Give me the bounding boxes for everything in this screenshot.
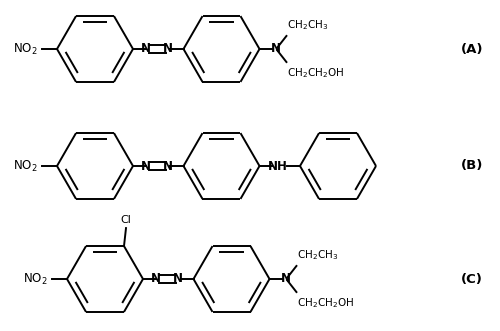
Text: NH: NH [268,160,288,172]
Text: Cl: Cl [120,215,132,225]
Text: CH$_2$CH$_2$OH: CH$_2$CH$_2$OH [287,66,344,80]
Text: N: N [173,272,183,286]
Text: NO$_2$: NO$_2$ [12,159,38,173]
Text: NO$_2$: NO$_2$ [12,41,38,57]
Text: N: N [280,272,290,286]
Text: N: N [163,42,173,56]
Text: CH$_2$CH$_2$OH: CH$_2$CH$_2$OH [297,296,354,310]
Text: N: N [163,160,173,172]
Text: N: N [141,160,151,172]
Text: (A): (A) [461,42,483,56]
Text: (B): (B) [461,160,483,172]
Text: CH$_2$CH$_3$: CH$_2$CH$_3$ [297,248,338,262]
Text: CH$_2$CH$_3$: CH$_2$CH$_3$ [287,18,328,32]
Text: N: N [141,42,151,56]
Text: N: N [151,272,161,286]
Text: NO$_2$: NO$_2$ [22,271,48,287]
Text: N: N [270,42,280,56]
Text: (C): (C) [461,272,483,286]
